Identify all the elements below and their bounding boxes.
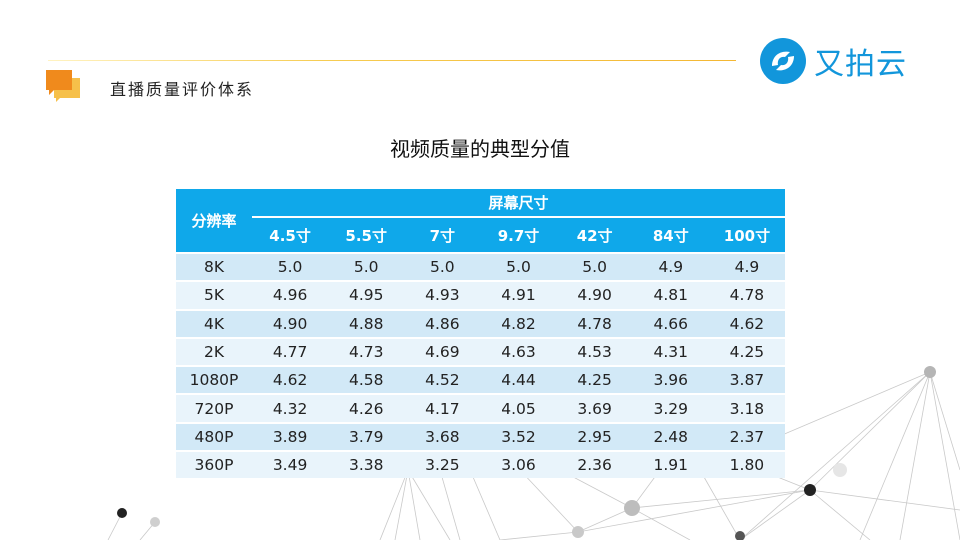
score-cell: 4.63	[480, 336, 557, 367]
score-cell: 2.36	[556, 450, 633, 479]
score-cell: 1.80	[708, 450, 785, 479]
score-cell: 5.0	[480, 251, 557, 282]
page-title: 视频质量的典型分值	[390, 137, 570, 161]
score-cell: 4.32	[252, 393, 329, 423]
score-cell: 4.62	[708, 308, 785, 338]
screen-size-row: 4.5寸 5.5寸 7寸 9.7寸 42寸 84寸 100寸	[176, 216, 785, 253]
score-cell: 3.49	[252, 450, 329, 479]
score-cell: 3.29	[632, 393, 709, 423]
score-cell: 3.06	[480, 450, 557, 479]
score-cell: 1.91	[632, 450, 709, 479]
resolution-cell: 720P	[176, 393, 252, 423]
score-cell: 4.66	[632, 308, 709, 338]
score-cell: 2.95	[556, 421, 633, 452]
score-cell: 4.93	[404, 280, 481, 310]
score-cell: 3.87	[708, 365, 785, 395]
score-cell: 5.0	[328, 251, 405, 282]
score-cell: 4.96	[252, 280, 329, 310]
table-row: 720P 4.32 4.26 4.17 4.05 3.69 3.29 3.18	[176, 393, 785, 423]
score-cell: 2.37	[708, 421, 785, 452]
score-cell: 4.95	[328, 280, 405, 310]
table-row: 480P 3.89 3.79 3.68 3.52 2.95 2.48 2.37	[176, 421, 785, 452]
score-cell: 3.18	[708, 393, 785, 423]
column-header: 42寸	[556, 216, 633, 253]
table-row: 8K 5.0 5.0 5.0 5.0 5.0 4.9 4.9	[176, 251, 785, 282]
upyun-logo-icon	[760, 38, 806, 84]
score-cell: 4.9	[632, 251, 709, 282]
column-header: 5.5寸	[328, 216, 405, 253]
score-cell: 3.79	[328, 421, 405, 452]
score-cell: 4.17	[404, 393, 481, 423]
score-cell: 3.96	[632, 365, 709, 395]
resolution-cell: 2K	[176, 336, 252, 367]
resolution-cell: 5K	[176, 280, 252, 310]
score-cell: 4.90	[556, 280, 633, 310]
column-header: 7寸	[404, 216, 481, 253]
score-cell: 4.25	[708, 336, 785, 367]
chat-bubbles-icon	[46, 70, 80, 102]
resolution-cell: 1080P	[176, 365, 252, 395]
video-quality-table: 分辨率 屏幕尺寸 4.5寸 5.5寸 7寸 9.7寸 42寸 84寸 100寸 8K 5.0 5…	[176, 189, 785, 479]
score-cell: 4.44	[480, 365, 557, 395]
score-cell: 4.90	[252, 308, 329, 338]
resolution-cell: 480P	[176, 421, 252, 452]
table-row: 360P 3.49 3.38 3.25 3.06 2.36 1.91 1.80	[176, 450, 785, 479]
section-title: 直播质量评价体系	[110, 80, 255, 99]
score-cell: 4.88	[328, 308, 405, 338]
score-cell: 4.31	[632, 336, 709, 367]
score-cell: 4.78	[708, 280, 785, 310]
score-cell: 4.91	[480, 280, 557, 310]
score-cell: 4.69	[404, 336, 481, 367]
score-cell: 4.77	[252, 336, 329, 367]
score-cell: 3.25	[404, 450, 481, 479]
score-cell: 4.82	[480, 308, 557, 338]
score-cell: 4.81	[632, 280, 709, 310]
column-header: 100寸	[708, 216, 785, 253]
score-cell: 4.73	[328, 336, 405, 367]
resolution-cell: 4K	[176, 308, 252, 338]
score-cell: 4.9	[708, 251, 785, 282]
column-header: 9.7寸	[480, 216, 557, 253]
score-cell: 3.89	[252, 421, 329, 452]
score-cell: 4.05	[480, 393, 557, 423]
score-cell: 3.38	[328, 450, 405, 479]
score-cell: 4.26	[328, 393, 405, 423]
score-cell: 5.0	[252, 251, 329, 282]
score-cell: 3.68	[404, 421, 481, 452]
table-row: 5K 4.96 4.95 4.93 4.91 4.90 4.81 4.78	[176, 280, 785, 310]
table-body: 8K 5.0 5.0 5.0 5.0 5.0 4.9 4.9 5K 4.96 4.95 4.93 4.9…	[176, 251, 785, 479]
score-cell: 5.0	[404, 251, 481, 282]
score-cell: 4.86	[404, 308, 481, 338]
score-cell: 3.69	[556, 393, 633, 423]
table-row: 1080P 4.62 4.58 4.52 4.44 4.25 3.96 3.87	[176, 365, 785, 395]
score-cell: 4.52	[404, 365, 481, 395]
table-row: 4K 4.90 4.88 4.86 4.82 4.78 4.66 4.62	[176, 308, 785, 338]
score-cell: 4.62	[252, 365, 329, 395]
score-cell: 4.53	[556, 336, 633, 367]
score-cell: 4.58	[328, 365, 405, 395]
header-divider	[48, 60, 736, 61]
score-cell: 2.48	[632, 421, 709, 452]
score-cell: 5.0	[556, 251, 633, 282]
brand-logo-text: 又拍云	[814, 47, 907, 82]
score-cell: 3.52	[480, 421, 557, 452]
column-header: 4.5寸	[252, 216, 329, 253]
screen-size-header: 屏幕尺寸	[252, 189, 785, 217]
resolution-header: 分辨率	[176, 189, 252, 253]
table-row: 2K 4.77 4.73 4.69 4.63 4.53 4.31 4.25	[176, 336, 785, 367]
resolution-cell: 8K	[176, 251, 252, 282]
score-cell: 4.78	[556, 308, 633, 338]
column-header: 84寸	[632, 216, 709, 253]
score-cell: 4.25	[556, 365, 633, 395]
resolution-cell: 360P	[176, 450, 252, 479]
